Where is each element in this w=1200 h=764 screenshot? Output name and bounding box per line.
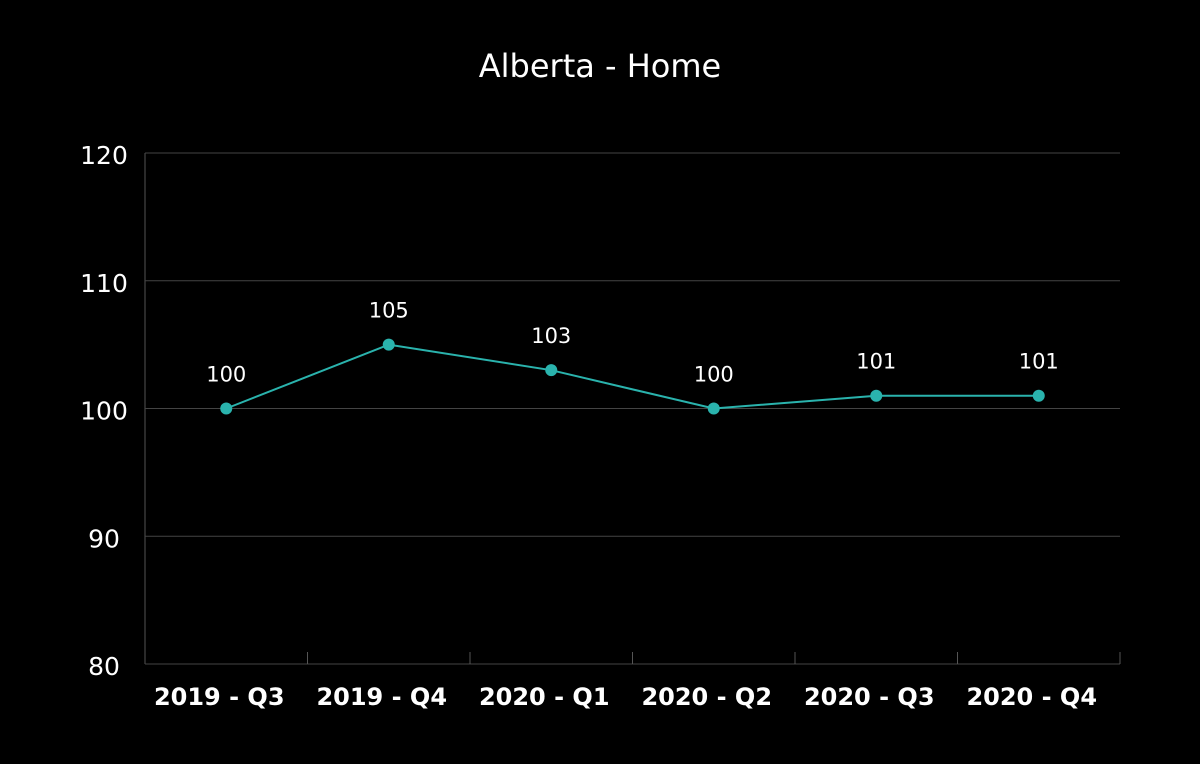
data-label: 103	[531, 324, 571, 348]
x-tick-label: 2019 - Q3	[154, 683, 285, 711]
y-tick-label: 100	[80, 397, 128, 426]
x-tick-label: 2020 - Q3	[804, 683, 935, 711]
x-tick-label: 2020 - Q2	[641, 683, 772, 711]
x-tick-label: 2020 - Q4	[966, 683, 1097, 711]
chart-title: Alberta - Home	[479, 47, 721, 85]
x-tick-label: 2019 - Q4	[316, 683, 447, 711]
y-tick-label: 90	[88, 524, 120, 553]
marker	[870, 389, 883, 402]
marker	[545, 364, 558, 377]
data-label: 101	[856, 350, 896, 374]
y-tick-label: 110	[80, 269, 128, 298]
data-label: 105	[369, 299, 409, 323]
x-tick-label: 2020 - Q1	[479, 683, 610, 711]
marker	[220, 402, 233, 415]
marker	[1032, 389, 1045, 402]
y-tick-label: 80	[88, 652, 120, 681]
data-label: 100	[206, 363, 246, 387]
data-label: 100	[694, 363, 734, 387]
y-tick-label: 120	[80, 141, 128, 170]
data-label: 101	[1019, 350, 1059, 374]
line	[225, 343, 1039, 410]
marker	[382, 338, 395, 351]
marker	[707, 402, 720, 415]
